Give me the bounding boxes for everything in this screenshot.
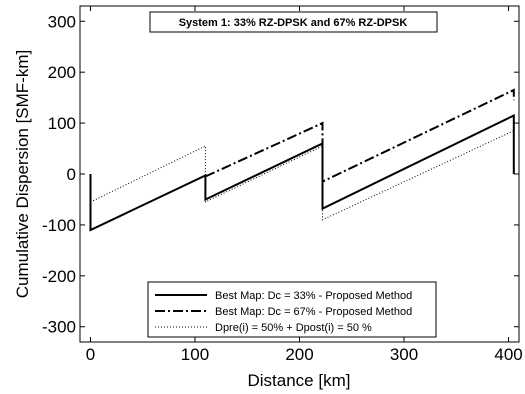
series-line-solid xyxy=(89,113,515,232)
legend-label-3: Dpre(i) = 50% + Dpost(i) = 50 % xyxy=(215,322,372,334)
x-tick-label: 200 xyxy=(285,345,313,364)
legend-label-2: Best Map: Dc = 67% - Proposed Method xyxy=(215,306,412,318)
y-tick-label: 200 xyxy=(48,63,76,82)
x-tick-label: 300 xyxy=(390,345,418,364)
x-tick-label: 400 xyxy=(494,345,522,364)
legend-box xyxy=(147,281,437,338)
title-box xyxy=(149,11,438,33)
series-line-dashdot xyxy=(204,88,515,184)
chart-title: System 1: 33% RZ-DPSK and 67% RZ-DPSK xyxy=(179,17,408,29)
legend: Best Map: Dc = 33% - Proposed Method Bes… xyxy=(147,281,437,338)
x-axis-label: Distance [km] xyxy=(248,371,351,390)
y-tick-label: -200 xyxy=(42,267,76,286)
y-tick-label: 0 xyxy=(67,165,76,184)
x-tick-label: 100 xyxy=(181,345,209,364)
y-axis-label: Cumulative Dispersion [SMF-km] xyxy=(13,50,32,298)
x-tick-label: 0 xyxy=(86,345,95,364)
y-tick-label: 100 xyxy=(48,114,76,133)
y-tick-label: 300 xyxy=(48,12,76,31)
y-tick-label: -100 xyxy=(42,216,76,235)
legend-label-1: Best Map: Dc = 33% - Proposed Method xyxy=(215,290,412,302)
tick-layer: 0 100 200 300 400 -300 -200 -100 0 100 200 300 xyxy=(42,6,523,364)
series-layer xyxy=(89,88,515,232)
y-tick-label: -300 xyxy=(42,318,76,337)
